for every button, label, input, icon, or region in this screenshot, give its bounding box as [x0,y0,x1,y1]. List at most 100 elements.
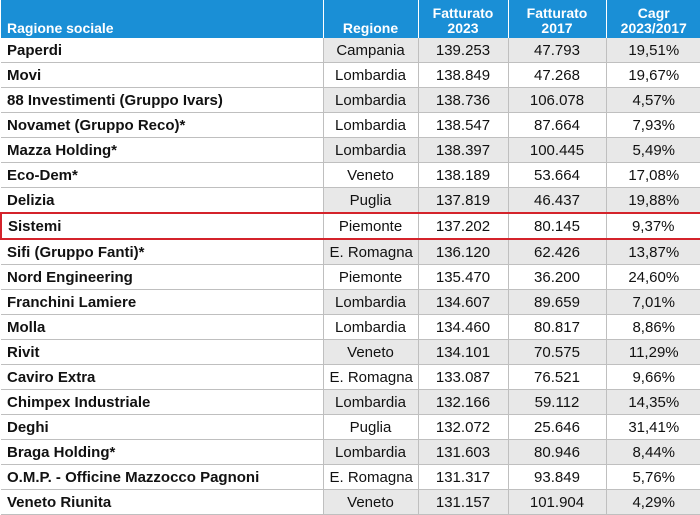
region-cell: Piemonte [323,264,419,290]
revenue-2017-cell: 89.659 [508,289,607,315]
revenue-2023-cell: 131.603 [418,439,509,465]
table-row: 88 Investimenti (Gruppo Ivars) Lombardia 1… [1,87,700,113]
cagr-cell: 4,57% [606,87,700,113]
company-name-cell: Rivit [1,339,324,365]
revenue-2023-cell: 131.317 [418,464,509,490]
cagr-cell: 11,29% [606,339,700,365]
table-row: Movi Lombardia 138.849 47.268 19,67% [1,62,700,88]
revenue-2023-cell: 134.460 [418,314,509,340]
region-cell: E. Romagna [323,239,419,265]
table-row: Nord Engineering Piemonte 135.470 36.200 24,… [1,264,700,290]
cagr-cell: 24,60% [606,264,700,290]
company-name-cell: Sifi (Gruppo Fanti)* [1,239,324,265]
revenue-2017-cell: 106.078 [508,87,607,113]
table-row: Mazza Holding* Lombardia 138.397 100.445 5,4… [1,137,700,163]
company-name-cell: O.M.P. - Officine Mazzocco Pagnoni [1,464,324,490]
header-region: Regione [323,0,419,38]
revenue-2023-cell: 134.607 [418,289,509,315]
revenue-2023-cell: 131.157 [418,489,509,515]
header-company-name: Ragione sociale [1,0,324,38]
company-name-cell: Deghi [1,414,324,440]
cagr-cell: 19,88% [606,187,700,214]
region-cell: Lombardia [323,62,419,88]
revenue-2023-cell: 138.849 [418,62,509,88]
cagr-cell: 9,66% [606,364,700,390]
company-name-cell: Veneto Riunita [1,489,324,515]
company-name-cell: Novamet (Gruppo Reco)* [1,112,324,138]
revenue-2017-cell: 46.437 [508,187,607,214]
region-cell: Lombardia [323,137,419,163]
cagr-cell: 9,37% [606,212,700,240]
region-cell: Lombardia [323,439,419,465]
revenue-2023-cell: 139.253 [418,38,509,63]
company-name-cell: Movi [1,62,324,88]
cagr-cell: 7,93% [606,112,700,138]
region-cell: Campania [323,38,419,63]
table-row: Eco-Dem* Veneto 138.189 53.664 17,08% [1,162,700,188]
table-row: Sistemi Piemonte 137.202 80.145 9,37% [0,212,700,240]
revenue-2017-cell: 80.817 [508,314,607,340]
table-body: Paperdi Campania 139.253 47.793 19,51% Movi Lo… [0,38,700,515]
table-row: Delizia Puglia 137.819 46.437 19,88% [1,187,700,214]
company-name-cell: Paperdi [1,38,324,63]
revenue-2017-cell: 80.946 [508,439,607,465]
table-row: Braga Holding* Lombardia 131.603 80.946 8,44… [1,439,700,465]
region-cell: Veneto [323,162,419,188]
revenue-2023-cell: 132.166 [418,389,509,415]
revenue-2023-cell: 136.120 [418,239,509,265]
header-revenue-2023: Fatturato 2023 [418,0,509,38]
revenue-2017-cell: 76.521 [508,364,607,390]
region-cell: Lombardia [323,87,419,113]
cagr-cell: 8,44% [606,439,700,465]
table-row: Deghi Puglia 132.072 25.646 31,41% [1,414,700,440]
region-cell: Lombardia [323,289,419,315]
region-cell: Lombardia [323,112,419,138]
cagr-cell: 8,86% [606,314,700,340]
table-row: O.M.P. - Officine Mazzocco Pagnoni E. Rom… [1,464,700,490]
revenue-2017-cell: 87.664 [508,112,607,138]
region-cell: E. Romagna [323,364,419,390]
company-name-cell: Delizia [1,187,324,214]
company-name-cell: 88 Investimenti (Gruppo Ivars) [1,87,324,113]
cagr-cell: 19,67% [606,62,700,88]
revenue-2023-cell: 132.072 [418,414,509,440]
cagr-cell: 13,87% [606,239,700,265]
header-cagr: Cagr 2023/2017 [606,0,700,38]
company-name-cell: Braga Holding* [1,439,324,465]
company-name-cell: Mazza Holding* [1,137,324,163]
header-revenue-2017: Fatturato 2017 [508,0,607,38]
cagr-cell: 4,29% [606,489,700,515]
revenue-2023-cell: 138.397 [418,137,509,163]
company-name-cell: Molla [1,314,324,340]
table-row: Paperdi Campania 139.253 47.793 19,51% [1,38,700,63]
revenue-2017-cell: 100.445 [508,137,607,163]
company-name-cell: Franchini Lamiere [1,289,324,315]
revenue-2023-cell: 134.101 [418,339,509,365]
revenue-2017-cell: 93.849 [508,464,607,490]
company-name-cell: Chimpex Industriale [1,389,324,415]
cagr-cell: 19,51% [606,38,700,63]
revenue-2017-cell: 53.664 [508,162,607,188]
table-header: Ragione sociale Regione Fatturato 2023 Fa… [1,0,700,38]
table-row: Novamet (Gruppo Reco)* Lombardia 138.547 87… [1,112,700,138]
header-row: Ragione sociale Regione Fatturato 2023 Fa… [1,0,700,38]
cagr-cell: 17,08% [606,162,700,188]
revenue-2023-cell: 135.470 [418,264,509,290]
cagr-cell: 7,01% [606,289,700,315]
company-name-cell: Caviro Extra [1,364,324,390]
region-cell: Puglia [323,187,419,214]
region-cell: Veneto [323,489,419,515]
revenue-2023-cell: 138.189 [418,162,509,188]
cagr-cell: 5,76% [606,464,700,490]
revenue-2017-cell: 101.904 [508,489,607,515]
table-row: Veneto Riunita Veneto 131.157 101.904 4,29% [1,489,700,515]
company-name-cell: Sistemi [0,212,324,240]
region-cell: Lombardia [323,389,419,415]
revenue-2023-cell: 137.819 [418,187,509,214]
table-row: Molla Lombardia 134.460 80.817 8,86% [1,314,700,340]
revenue-2017-cell: 80.145 [508,212,607,240]
region-cell: E. Romagna [323,464,419,490]
region-cell: Veneto [323,339,419,365]
revenue-2017-cell: 47.793 [508,38,607,63]
